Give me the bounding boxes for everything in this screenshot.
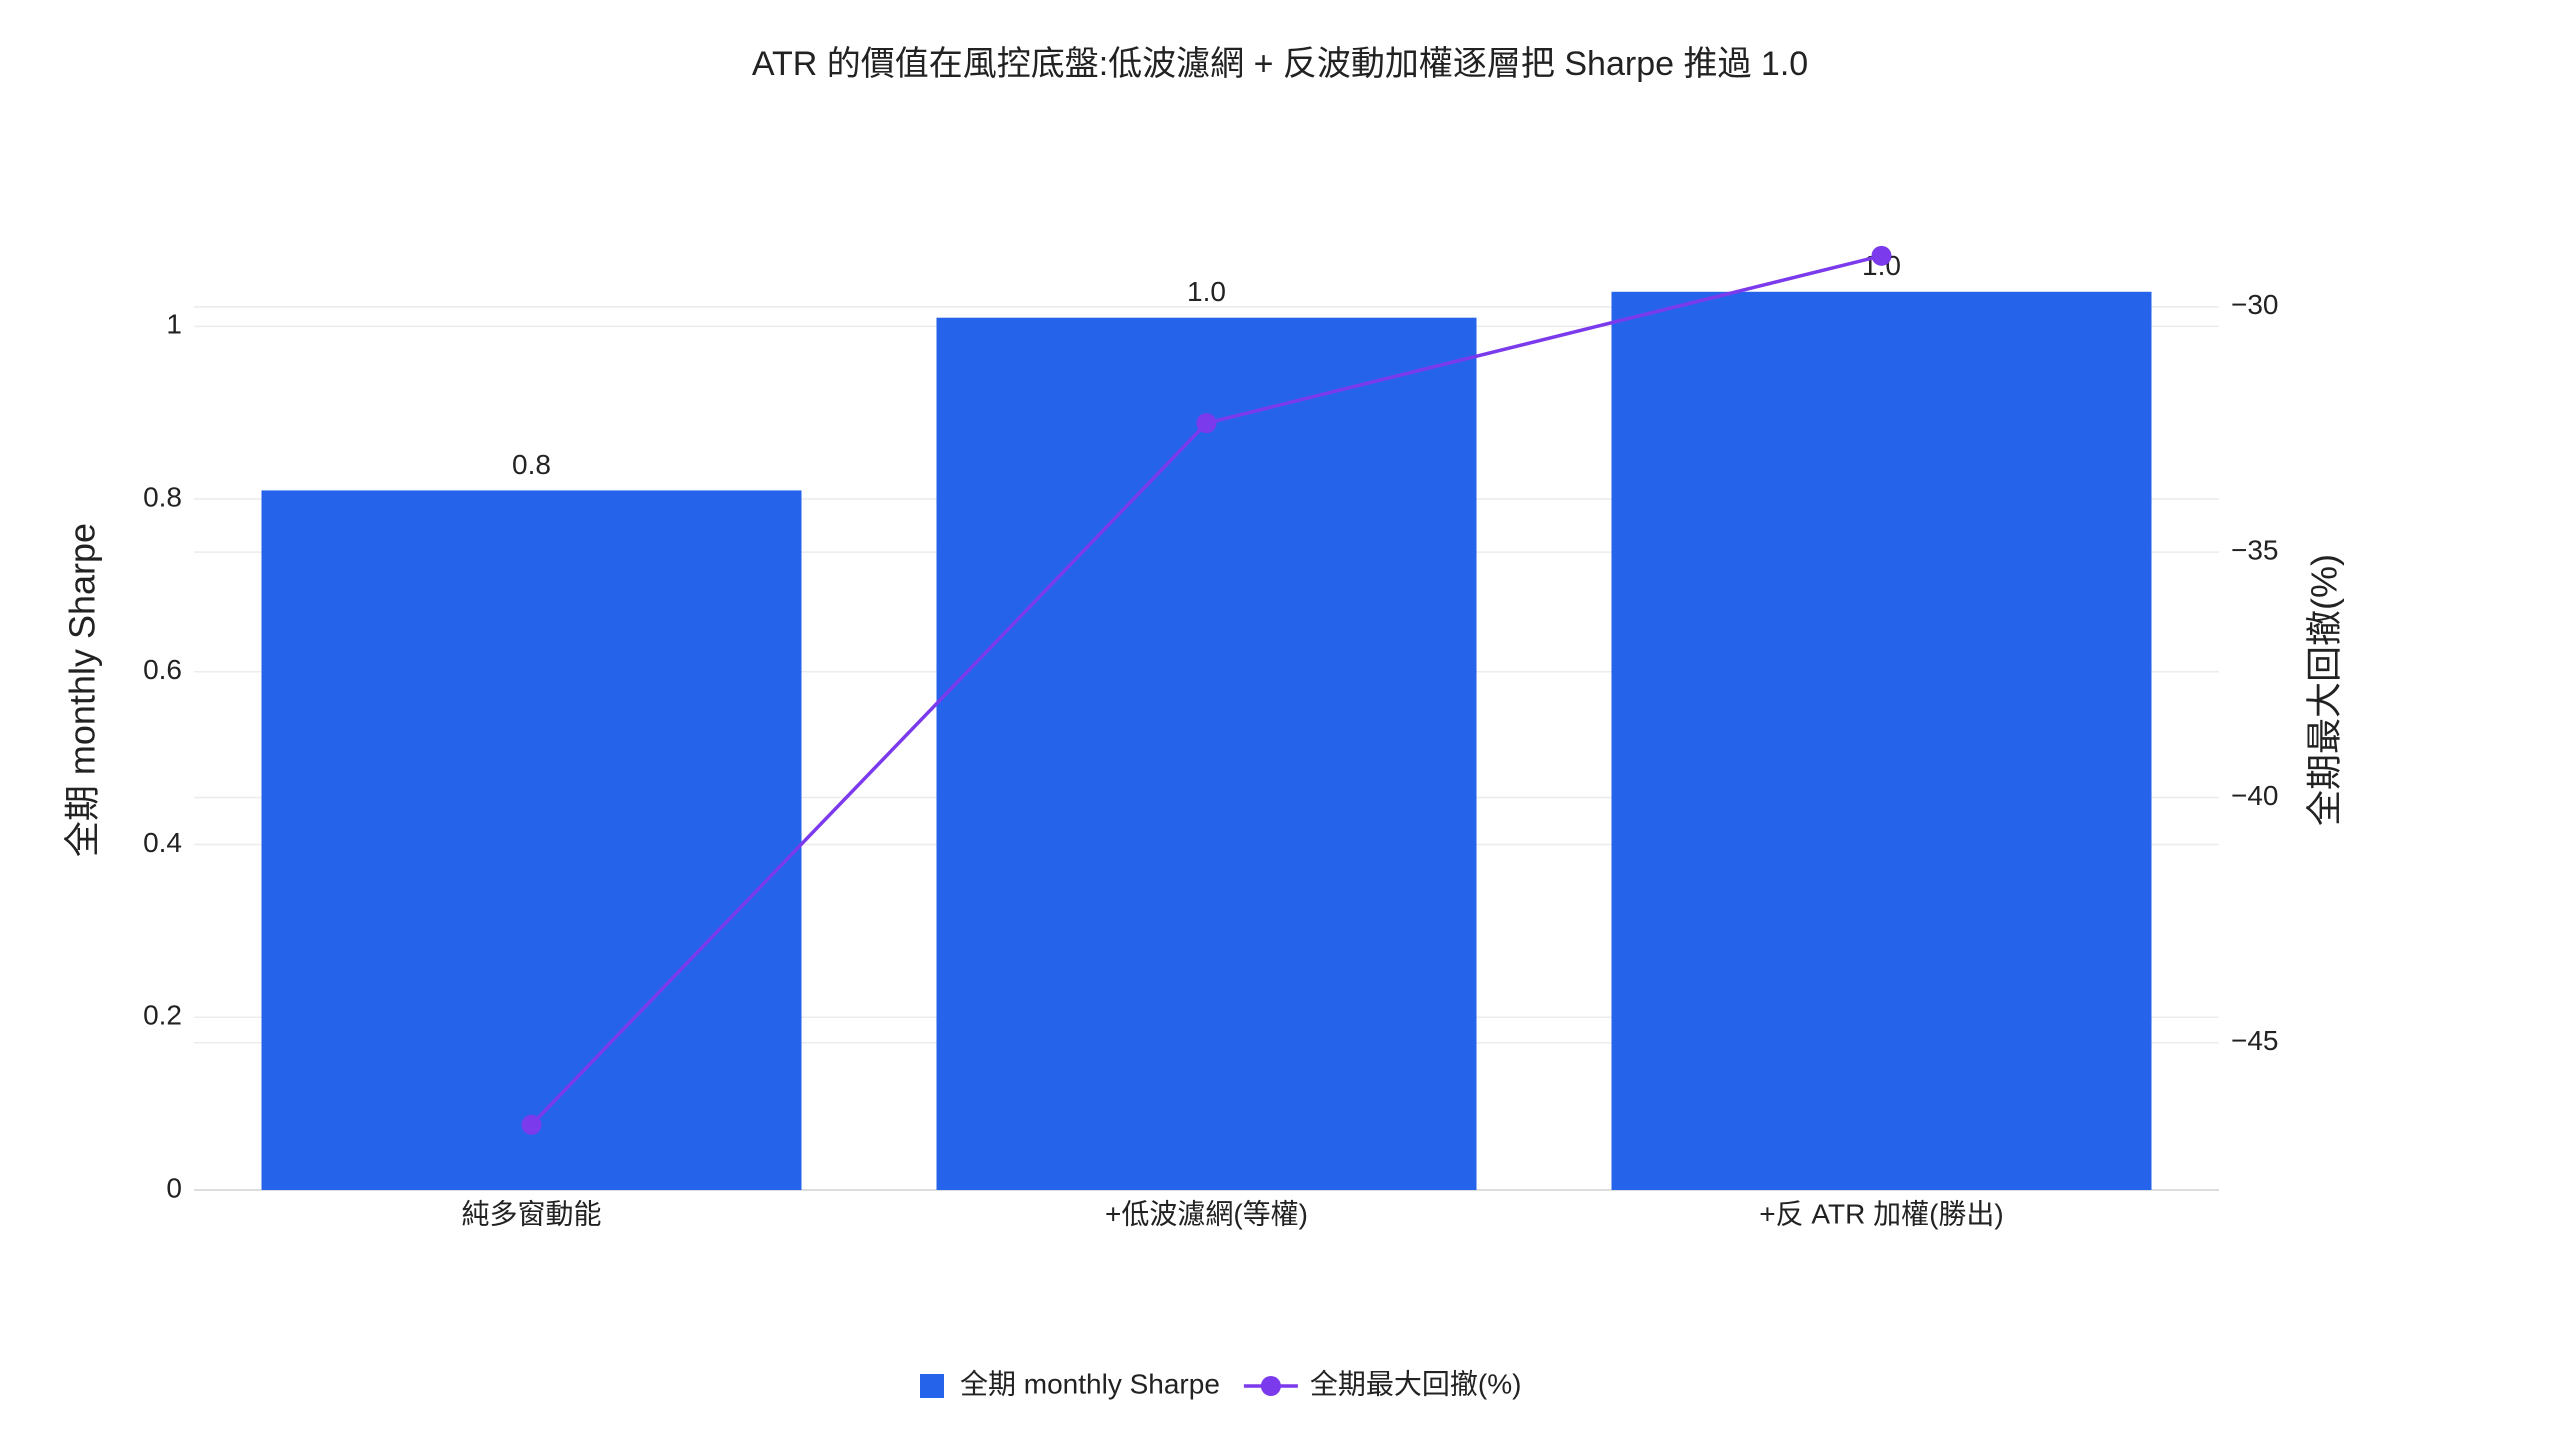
- line-marker: [521, 1114, 542, 1135]
- legend-label: 全期最大回撤(%): [1310, 1368, 1522, 1399]
- y-tick-label: 0: [166, 1172, 182, 1203]
- y2-tick-label: −35: [2231, 535, 2279, 566]
- x-tick-label: +低波濾網(等權): [1105, 1198, 1308, 1229]
- y-tick-label: 0.2: [143, 1000, 182, 1031]
- chart-title: ATR 的價值在風控底盤:低波濾網 + 反波動加權逐層把 Sharpe 推過 1…: [752, 45, 1808, 83]
- bar: [936, 317, 1477, 1190]
- y2-tick-label: −40: [2231, 780, 2279, 811]
- y-axis-title: 全期 monthly Sharpe: [62, 523, 103, 857]
- y2-tick-label: −45: [2231, 1025, 2279, 1056]
- y2-tick-label: −30: [2231, 289, 2279, 320]
- y-tick-label: 0.4: [143, 827, 182, 858]
- legend-label: 全期 monthly Sharpe: [960, 1368, 1220, 1399]
- line-marker: [1196, 413, 1217, 434]
- bar: [261, 490, 802, 1190]
- y2-axis-title: 全期最大回撤(%): [2304, 554, 2345, 826]
- x-tick-label: +反 ATR 加權(勝出): [1759, 1198, 2003, 1229]
- data-label: 1.0: [1187, 276, 1226, 307]
- data-label: 0.8: [512, 449, 551, 480]
- y-tick-label: 0.8: [143, 481, 182, 512]
- bar: [1611, 291, 2152, 1191]
- y-tick-label: 0.6: [143, 654, 182, 685]
- legend-swatch: [1260, 1376, 1281, 1396]
- y-tick-label: 1: [166, 309, 182, 340]
- legend-swatch: [920, 1374, 944, 1398]
- x-tick-label: 純多窗動能: [461, 1198, 601, 1229]
- line-marker: [1871, 245, 1892, 266]
